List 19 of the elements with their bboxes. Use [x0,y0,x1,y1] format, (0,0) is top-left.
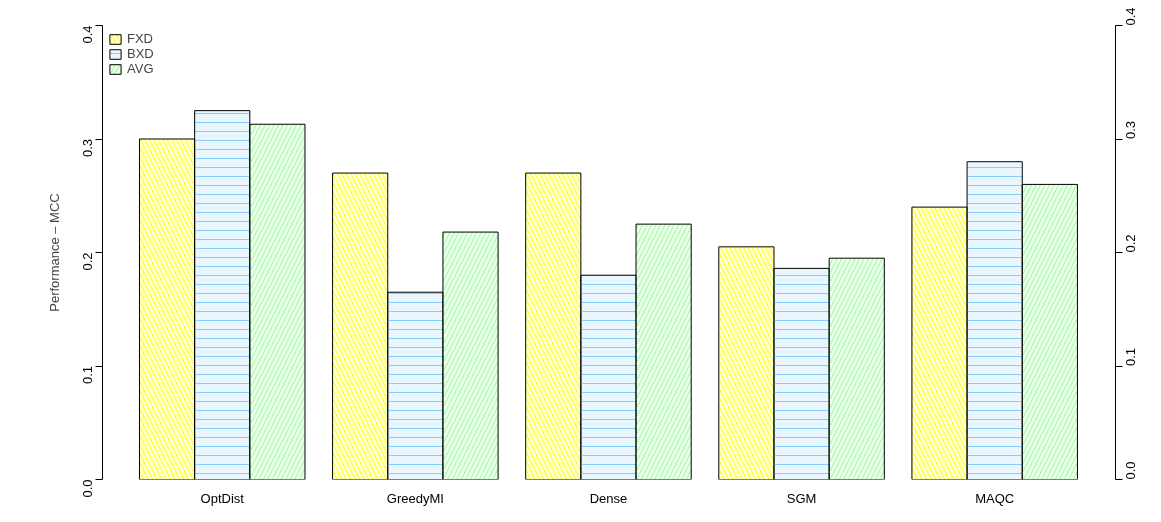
y-tick-label: 0.2 [80,252,95,271]
y-tick-label: 0.4 [80,25,95,44]
y2-tick-label: 0.1 [1123,347,1138,366]
x-tick-label: OptDist [200,490,245,506]
y2-tick-label: 0.0 [1123,461,1138,480]
legend-label: BXD [127,46,154,61]
y-tick-label: 0.3 [80,138,95,158]
y-axis-title: Performance – MCC [46,193,62,312]
x-tick-label: Dense [589,490,628,506]
y-tick-label: 0.0 [80,479,95,498]
x-tick-label: MAQC [975,490,1015,506]
x-tick-label: SGM [786,490,817,506]
legend-label: FXD [127,31,153,46]
legend-label: AVG [127,61,154,76]
y2-tick-label: 0.2 [1123,234,1138,253]
y-tick-label: 0.1 [80,365,95,385]
y2-tick-label: 0.4 [1123,7,1138,26]
x-tick-label: GreedyMI [386,490,444,506]
y2-tick-label: 0.3 [1123,120,1138,139]
